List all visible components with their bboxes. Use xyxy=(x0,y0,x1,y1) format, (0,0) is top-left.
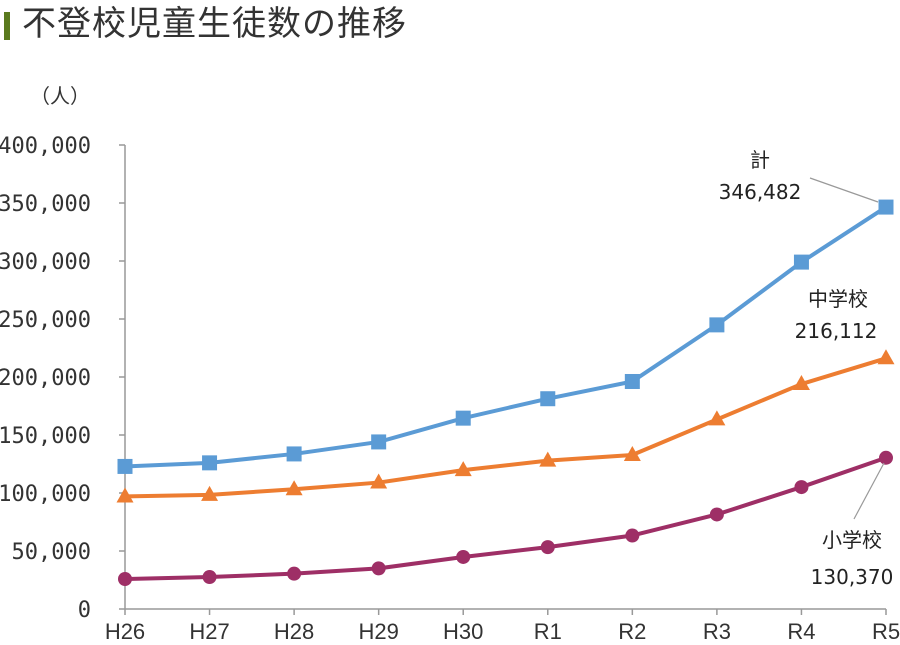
y-tick-label: 150,000 xyxy=(0,424,91,449)
data-point-triangle xyxy=(708,410,726,426)
annotation-series-name: 計 xyxy=(750,148,770,172)
series-中学校 xyxy=(116,349,895,503)
data-point-square xyxy=(371,434,387,450)
data-point-triangle xyxy=(116,487,134,503)
data-point-triangle xyxy=(877,349,895,365)
annotation-小学校: 小学校 130,370 xyxy=(811,462,894,589)
x-tick-label: R2 xyxy=(618,619,646,644)
x-tick-label: R5 xyxy=(872,619,900,644)
data-point-circle xyxy=(794,480,809,495)
data-point-square xyxy=(540,391,556,407)
data-point-square xyxy=(117,458,133,474)
annotation-value: 216,112 xyxy=(795,319,878,343)
y-tick-label: 200,000 xyxy=(0,366,91,391)
data-point-triangle xyxy=(285,480,303,496)
y-tick-label: 100,000 xyxy=(0,482,91,507)
x-tick-label: R3 xyxy=(703,619,731,644)
data-point-triangle xyxy=(370,473,388,489)
data-point-square xyxy=(455,410,471,426)
series-計 xyxy=(117,199,894,474)
annotation-value: 346,482 xyxy=(719,180,802,204)
x-tick-label: H27 xyxy=(189,619,229,644)
chart-title: 不登校児童生徒数の推移 xyxy=(22,4,407,44)
y-tick-label: 350,000 xyxy=(0,192,91,217)
data-point-square xyxy=(709,317,725,333)
data-point-triangle xyxy=(623,445,641,461)
data-point-circle xyxy=(118,571,132,586)
series-line xyxy=(124,205,888,469)
y-tick-label: 0 xyxy=(78,598,91,623)
data-point-square xyxy=(286,446,302,462)
data-point-triangle xyxy=(201,485,219,501)
series-lines xyxy=(116,199,895,586)
annotation-中学校: 中学校 216,112 xyxy=(795,287,878,343)
data-point-circle xyxy=(709,507,724,522)
annotation-value: 130,370 xyxy=(811,565,894,589)
data-point-circle xyxy=(287,566,302,581)
annotation-計: 計 346,482 xyxy=(719,148,879,204)
series-小学校 xyxy=(118,450,893,586)
y-axis-unit-label: （人） xyxy=(30,84,90,108)
y-tick-label: 250,000 xyxy=(0,308,91,333)
x-tick-label: R4 xyxy=(787,619,815,644)
x-tick-label: H26 xyxy=(105,619,145,644)
data-point-triangle xyxy=(792,375,810,391)
x-tick-label: H29 xyxy=(358,619,398,644)
data-point-square xyxy=(624,373,640,389)
data-point-circle xyxy=(371,561,386,576)
y-tick-label: 400,000 xyxy=(0,134,91,159)
y-tick-label: 50,000 xyxy=(12,540,91,565)
annotation-series-name: 中学校 xyxy=(808,287,868,311)
data-point-circle xyxy=(202,570,217,585)
y-tick-label: 300,000 xyxy=(0,250,91,275)
data-point-square xyxy=(878,199,894,215)
axes: 0 50,000 100,000 150,000 200,000 250,000 300,0… xyxy=(0,134,900,644)
data-point-triangle xyxy=(539,451,557,467)
annotation-leader-line xyxy=(809,177,879,203)
annotation-series-name: 小学校 xyxy=(822,528,882,552)
annotations: 計 346,482 中学校 216,112 小学校 130,370 xyxy=(719,148,894,589)
x-tick-label: H28 xyxy=(274,619,314,644)
series-line xyxy=(124,455,887,581)
title-accent-bar xyxy=(4,12,10,40)
data-point-triangle xyxy=(454,461,472,477)
x-tick-label: R1 xyxy=(534,619,562,644)
series-line xyxy=(124,356,887,499)
data-point-circle xyxy=(879,450,893,465)
data-point-circle xyxy=(625,528,640,543)
data-point-square xyxy=(793,254,809,270)
x-tick-label: H30 xyxy=(443,619,483,644)
data-point-circle xyxy=(540,540,555,555)
data-point-square xyxy=(202,455,218,471)
annotation-leader-line xyxy=(853,462,885,520)
data-point-circle xyxy=(456,549,471,564)
